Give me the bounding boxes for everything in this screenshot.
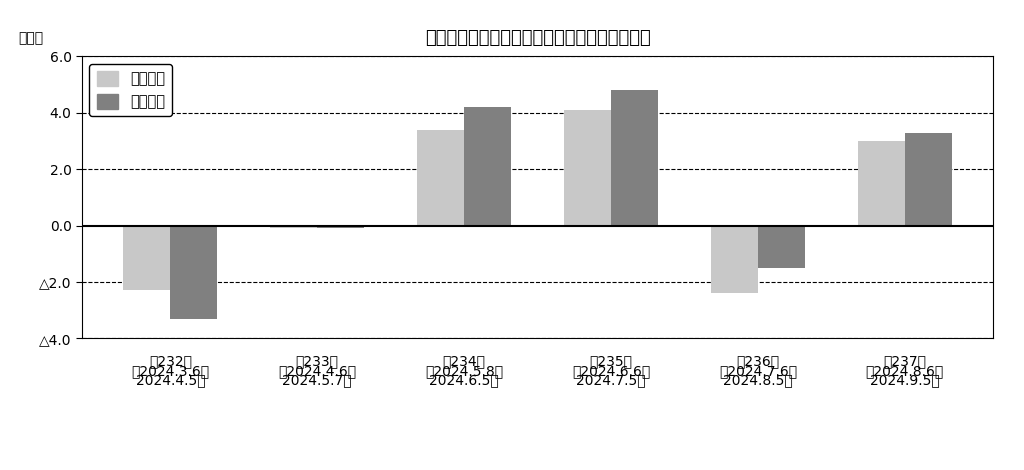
Text: （2024.4.6～: （2024.4.6～ xyxy=(279,364,356,378)
Text: （2024.6.6～: （2024.6.6～ xyxy=(572,364,650,378)
Bar xyxy=(858,141,905,226)
Text: 第236期: 第236期 xyxy=(736,354,779,368)
Text: 2024.7.5）: 2024.7.5） xyxy=(577,374,646,388)
Bar xyxy=(270,226,317,228)
Text: （2024.5.8～: （2024.5.8～ xyxy=(425,364,503,378)
Text: （2024.7.6～: （2024.7.6～ xyxy=(719,364,797,378)
Text: 2024.6.5）: 2024.6.5） xyxy=(429,374,499,388)
Bar xyxy=(564,110,611,226)
Text: 2024.5.7）: 2024.5.7） xyxy=(283,374,352,388)
Bar xyxy=(123,226,170,290)
Text: （2024.8.6～: （2024.8.6～ xyxy=(865,364,944,378)
Text: （2024.3.6～: （2024.3.6～ xyxy=(131,364,210,378)
Text: 第235期: 第235期 xyxy=(590,354,633,368)
Text: 第232期: 第232期 xyxy=(148,354,191,368)
Title: 【基準価額と参考指数の対比（期別騰落率）】: 【基準価額と参考指数の対比（期別騰落率）】 xyxy=(425,29,650,47)
Bar xyxy=(758,226,805,268)
Text: 2024.4.5）: 2024.4.5） xyxy=(135,374,205,388)
Bar xyxy=(611,90,658,226)
Text: 2024.9.5）: 2024.9.5） xyxy=(870,374,940,388)
Bar xyxy=(170,226,217,319)
Text: （％）: （％） xyxy=(18,31,43,45)
Bar xyxy=(905,133,952,226)
Bar xyxy=(464,107,511,226)
Legend: 基準価額, 参考指数: 基準価額, 参考指数 xyxy=(89,64,172,117)
Text: 2024.8.5）: 2024.8.5） xyxy=(723,374,793,388)
Text: 第237期: 第237期 xyxy=(884,354,927,368)
Bar xyxy=(317,226,365,228)
Bar xyxy=(417,130,464,226)
Text: 第234期: 第234期 xyxy=(442,354,485,368)
Text: 第233期: 第233期 xyxy=(296,354,339,368)
Bar xyxy=(711,226,758,293)
